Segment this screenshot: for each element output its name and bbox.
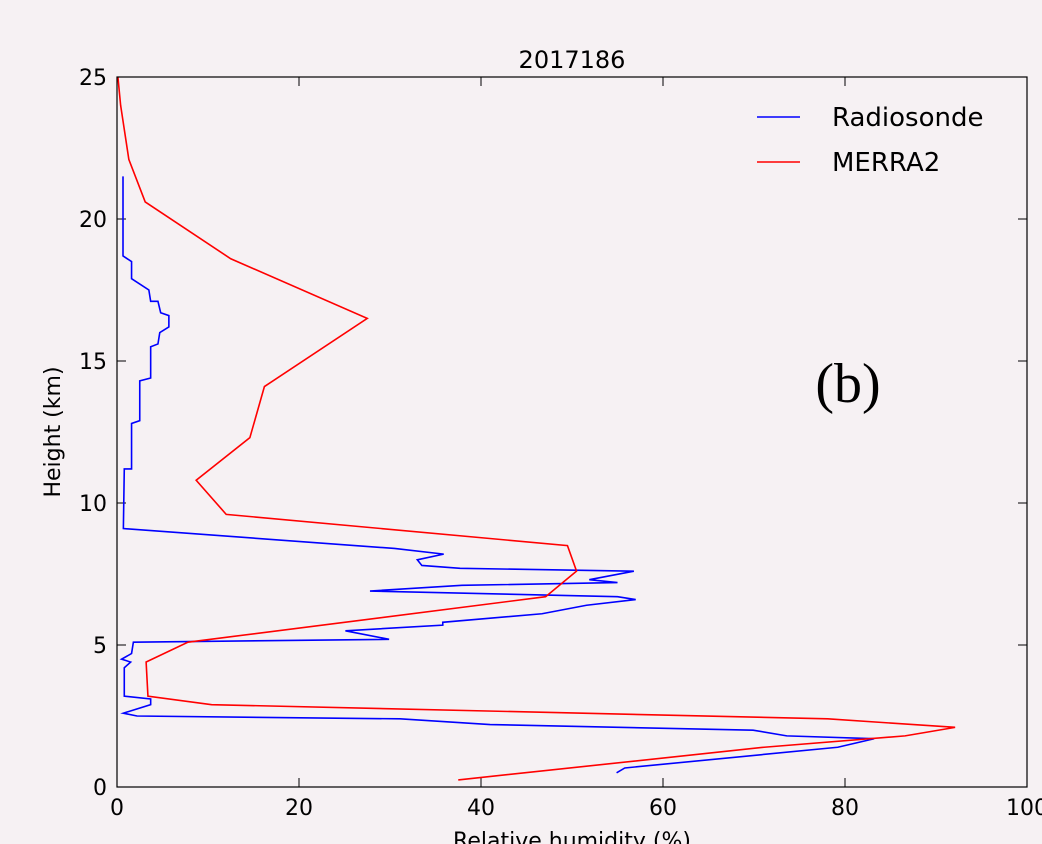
legend-label: Radiosonde: [832, 103, 984, 133]
y-tick-label: 20: [79, 208, 107, 233]
x-axis-label: Relative humidity (%): [453, 829, 691, 844]
x-tick-label: 100: [1006, 796, 1042, 821]
series-line: [119, 176, 875, 774]
y-axis-label: Height (km): [41, 366, 66, 497]
x-tick-label: 20: [285, 796, 313, 821]
y-tick-label: 15: [79, 350, 107, 375]
annotation: (b): [815, 353, 880, 415]
plot-frame: [116, 76, 1028, 788]
y-tick-label: 10: [79, 492, 107, 517]
y-tick-label: 5: [93, 634, 107, 659]
x-tick-label: 60: [649, 796, 677, 821]
chart-title: 2017186: [519, 46, 626, 74]
legend-label: MERRA2: [832, 148, 940, 178]
x-tick-label: 0: [110, 796, 124, 821]
x-tick-label: 80: [831, 796, 859, 821]
series-line: [117, 76, 956, 781]
y-tick-label: 25: [79, 66, 107, 91]
y-tick-label: 0: [93, 776, 107, 801]
x-tick-label: 40: [467, 796, 495, 821]
